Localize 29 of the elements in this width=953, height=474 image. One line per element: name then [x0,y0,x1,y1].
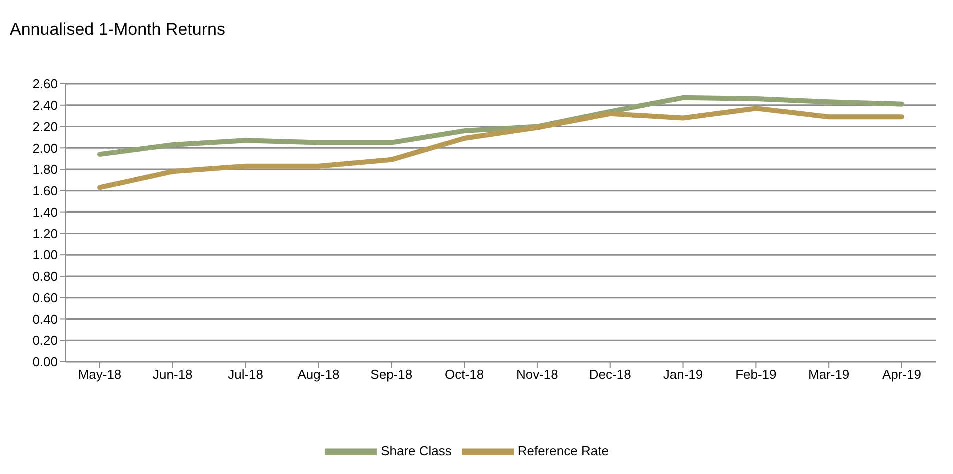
x-tick-label: Aug-18 [298,367,340,382]
x-tick-label: Feb-19 [736,367,777,382]
y-tick-label: 2.60 [32,76,58,92]
y-tick-label: 1.00 [32,248,58,263]
chart-title: Annualised 1-Month Returns [10,20,226,40]
y-tick-label: 0.40 [32,312,58,327]
x-tick-label: Oct-18 [445,367,484,382]
y-tick-label: 0.20 [32,333,58,348]
y-tick-label: 2.00 [32,140,58,156]
y-tick-label: 2.20 [32,119,58,134]
x-tick-label: Apr-19 [882,367,922,382]
y-tick-label: 2.40 [32,98,58,113]
y-tick-label: 0.60 [32,290,58,306]
y-tick-label: 1.80 [32,162,58,178]
x-tick-label: May-18 [78,367,122,382]
x-tick-label: Dec-18 [589,367,632,382]
x-tick-label: Sep-18 [370,367,413,382]
legend-label: Reference Rate [518,443,609,458]
y-tick-label: 0.00 [32,354,58,370]
x-tick-label: Nov-18 [516,367,558,382]
y-tick-label: 0.80 [32,269,58,284]
y-tick-label: 1.60 [32,184,58,199]
x-tick-label: Mar-19 [808,367,850,382]
x-tick-label: Jul-18 [228,367,264,382]
legend-label: Share Class [381,443,452,458]
y-tick-label: 1.20 [32,226,58,242]
x-tick-label: Jan-19 [663,367,704,382]
x-tick-label: Jun-18 [153,367,193,382]
y-tick-label: 1.40 [32,204,58,220]
